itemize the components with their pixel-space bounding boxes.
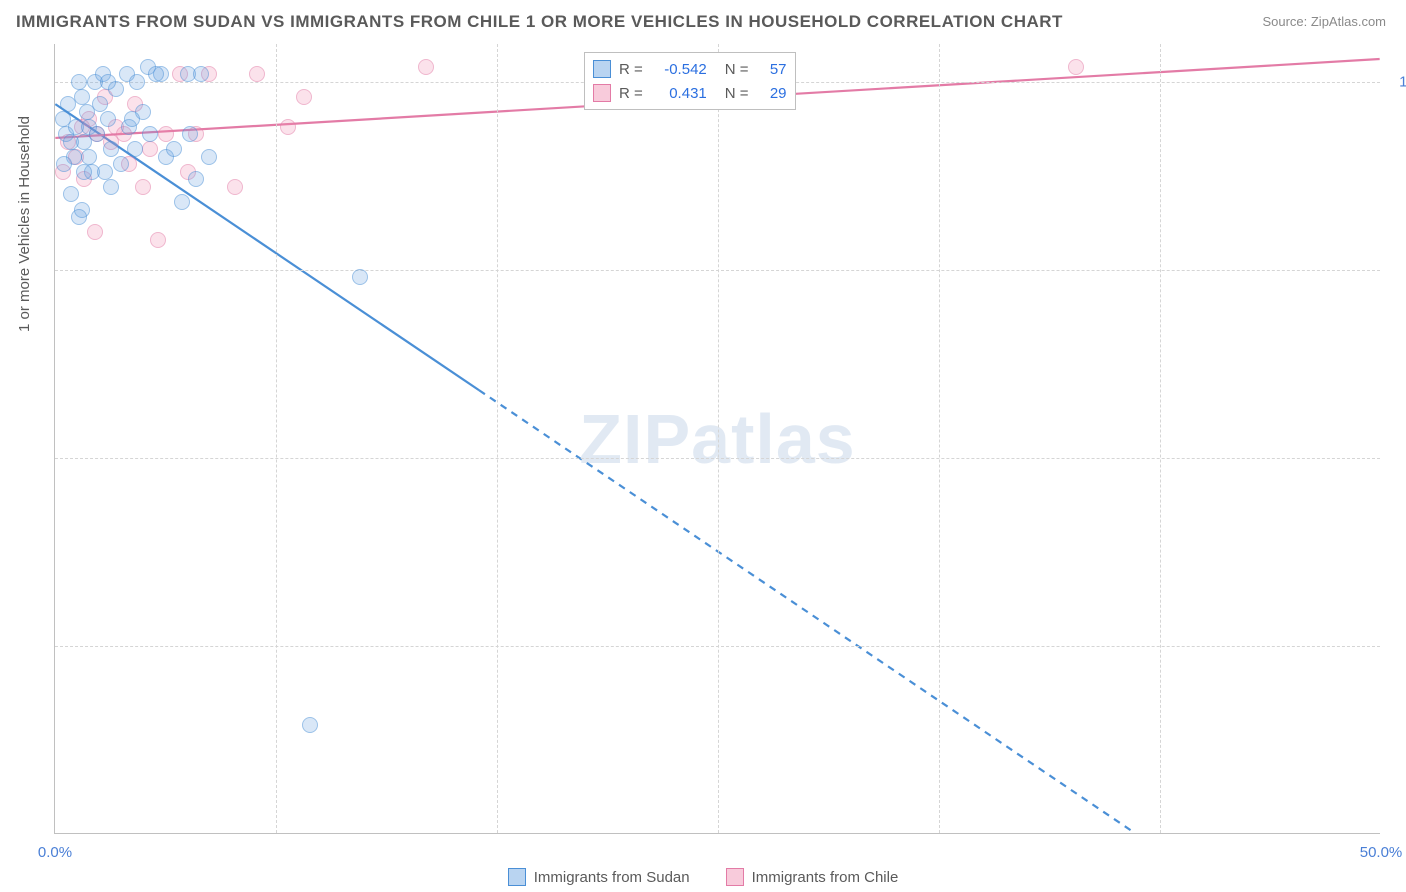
scatter-point-sudan: [182, 126, 198, 142]
y-tick-label: 75.0%: [1390, 261, 1406, 278]
y-tick-label: 100.0%: [1390, 73, 1406, 90]
scatter-point-sudan: [74, 89, 90, 105]
gridline-v: [939, 44, 940, 833]
plot-area: ZIPatlas 25.0%50.0%75.0%100.0%0.0%50.0%: [54, 44, 1380, 834]
scatter-point-chile: [135, 179, 151, 195]
scatter-point-chile: [280, 119, 296, 135]
scatter-point-sudan: [81, 149, 97, 165]
legend-swatch: [593, 84, 611, 102]
gridline-v: [276, 44, 277, 833]
stats-row: R =-0.542 N =57: [593, 57, 787, 81]
scatter-point-sudan: [127, 141, 143, 157]
scatter-point-sudan: [124, 111, 140, 127]
gridline-v: [497, 44, 498, 833]
scatter-point-sudan: [92, 96, 108, 112]
x-tick-label: 0.0%: [38, 844, 72, 861]
scatter-point-sudan: [63, 186, 79, 202]
scatter-point-chile: [142, 141, 158, 157]
bottom-legend: Immigrants from Sudan Immigrants from Ch…: [0, 868, 1406, 886]
scatter-point-sudan: [103, 141, 119, 157]
scatter-point-sudan: [352, 269, 368, 285]
scatter-point-sudan: [56, 156, 72, 172]
scatter-point-sudan: [188, 171, 204, 187]
scatter-point-sudan: [142, 126, 158, 142]
scatter-point-sudan: [201, 149, 217, 165]
scatter-point-sudan: [113, 156, 129, 172]
scatter-point-chile: [296, 89, 312, 105]
scatter-point-sudan: [148, 66, 164, 82]
scatter-point-sudan: [71, 74, 87, 90]
legend-swatch-chile: [726, 868, 744, 886]
scatter-point-chile: [249, 66, 265, 82]
stats-row: R =0.431 N =29: [593, 81, 787, 105]
scatter-point-sudan: [103, 179, 119, 195]
y-axis-label: 1 or more Vehicles in Household: [16, 116, 33, 332]
scatter-point-chile: [418, 59, 434, 75]
scatter-point-chile: [1068, 59, 1084, 75]
y-tick-label: 25.0%: [1390, 637, 1406, 654]
scatter-point-sudan: [302, 717, 318, 733]
stats-legend-box: R =-0.542 N =57R =0.431 N =29: [584, 52, 796, 110]
scatter-point-chile: [227, 179, 243, 195]
scatter-point-sudan: [100, 74, 116, 90]
scatter-point-sudan: [166, 141, 182, 157]
y-tick-label: 50.0%: [1390, 449, 1406, 466]
legend-label-sudan: Immigrants from Sudan: [534, 869, 690, 886]
legend-label-chile: Immigrants from Chile: [752, 869, 899, 886]
chart-title: IMMIGRANTS FROM SUDAN VS IMMIGRANTS FROM…: [16, 12, 1063, 32]
x-tick-label: 50.0%: [1360, 844, 1403, 861]
scatter-point-sudan: [100, 111, 116, 127]
legend-swatch-sudan: [508, 868, 526, 886]
scatter-point-chile: [87, 224, 103, 240]
source-attribution: Source: ZipAtlas.com: [1262, 14, 1386, 29]
scatter-point-sudan: [76, 164, 92, 180]
gridline-v: [718, 44, 719, 833]
legend-item-chile: Immigrants from Chile: [726, 868, 899, 886]
legend-item-sudan: Immigrants from Sudan: [508, 868, 690, 886]
scatter-point-sudan: [97, 164, 113, 180]
scatter-point-sudan: [174, 194, 190, 210]
gridline-v: [1160, 44, 1161, 833]
scatter-point-sudan: [89, 126, 105, 142]
scatter-point-chile: [150, 232, 166, 248]
legend-swatch: [593, 60, 611, 78]
scatter-point-chile: [158, 126, 174, 142]
scatter-point-sudan: [129, 74, 145, 90]
scatter-point-sudan: [193, 66, 209, 82]
scatter-point-sudan: [71, 209, 87, 225]
